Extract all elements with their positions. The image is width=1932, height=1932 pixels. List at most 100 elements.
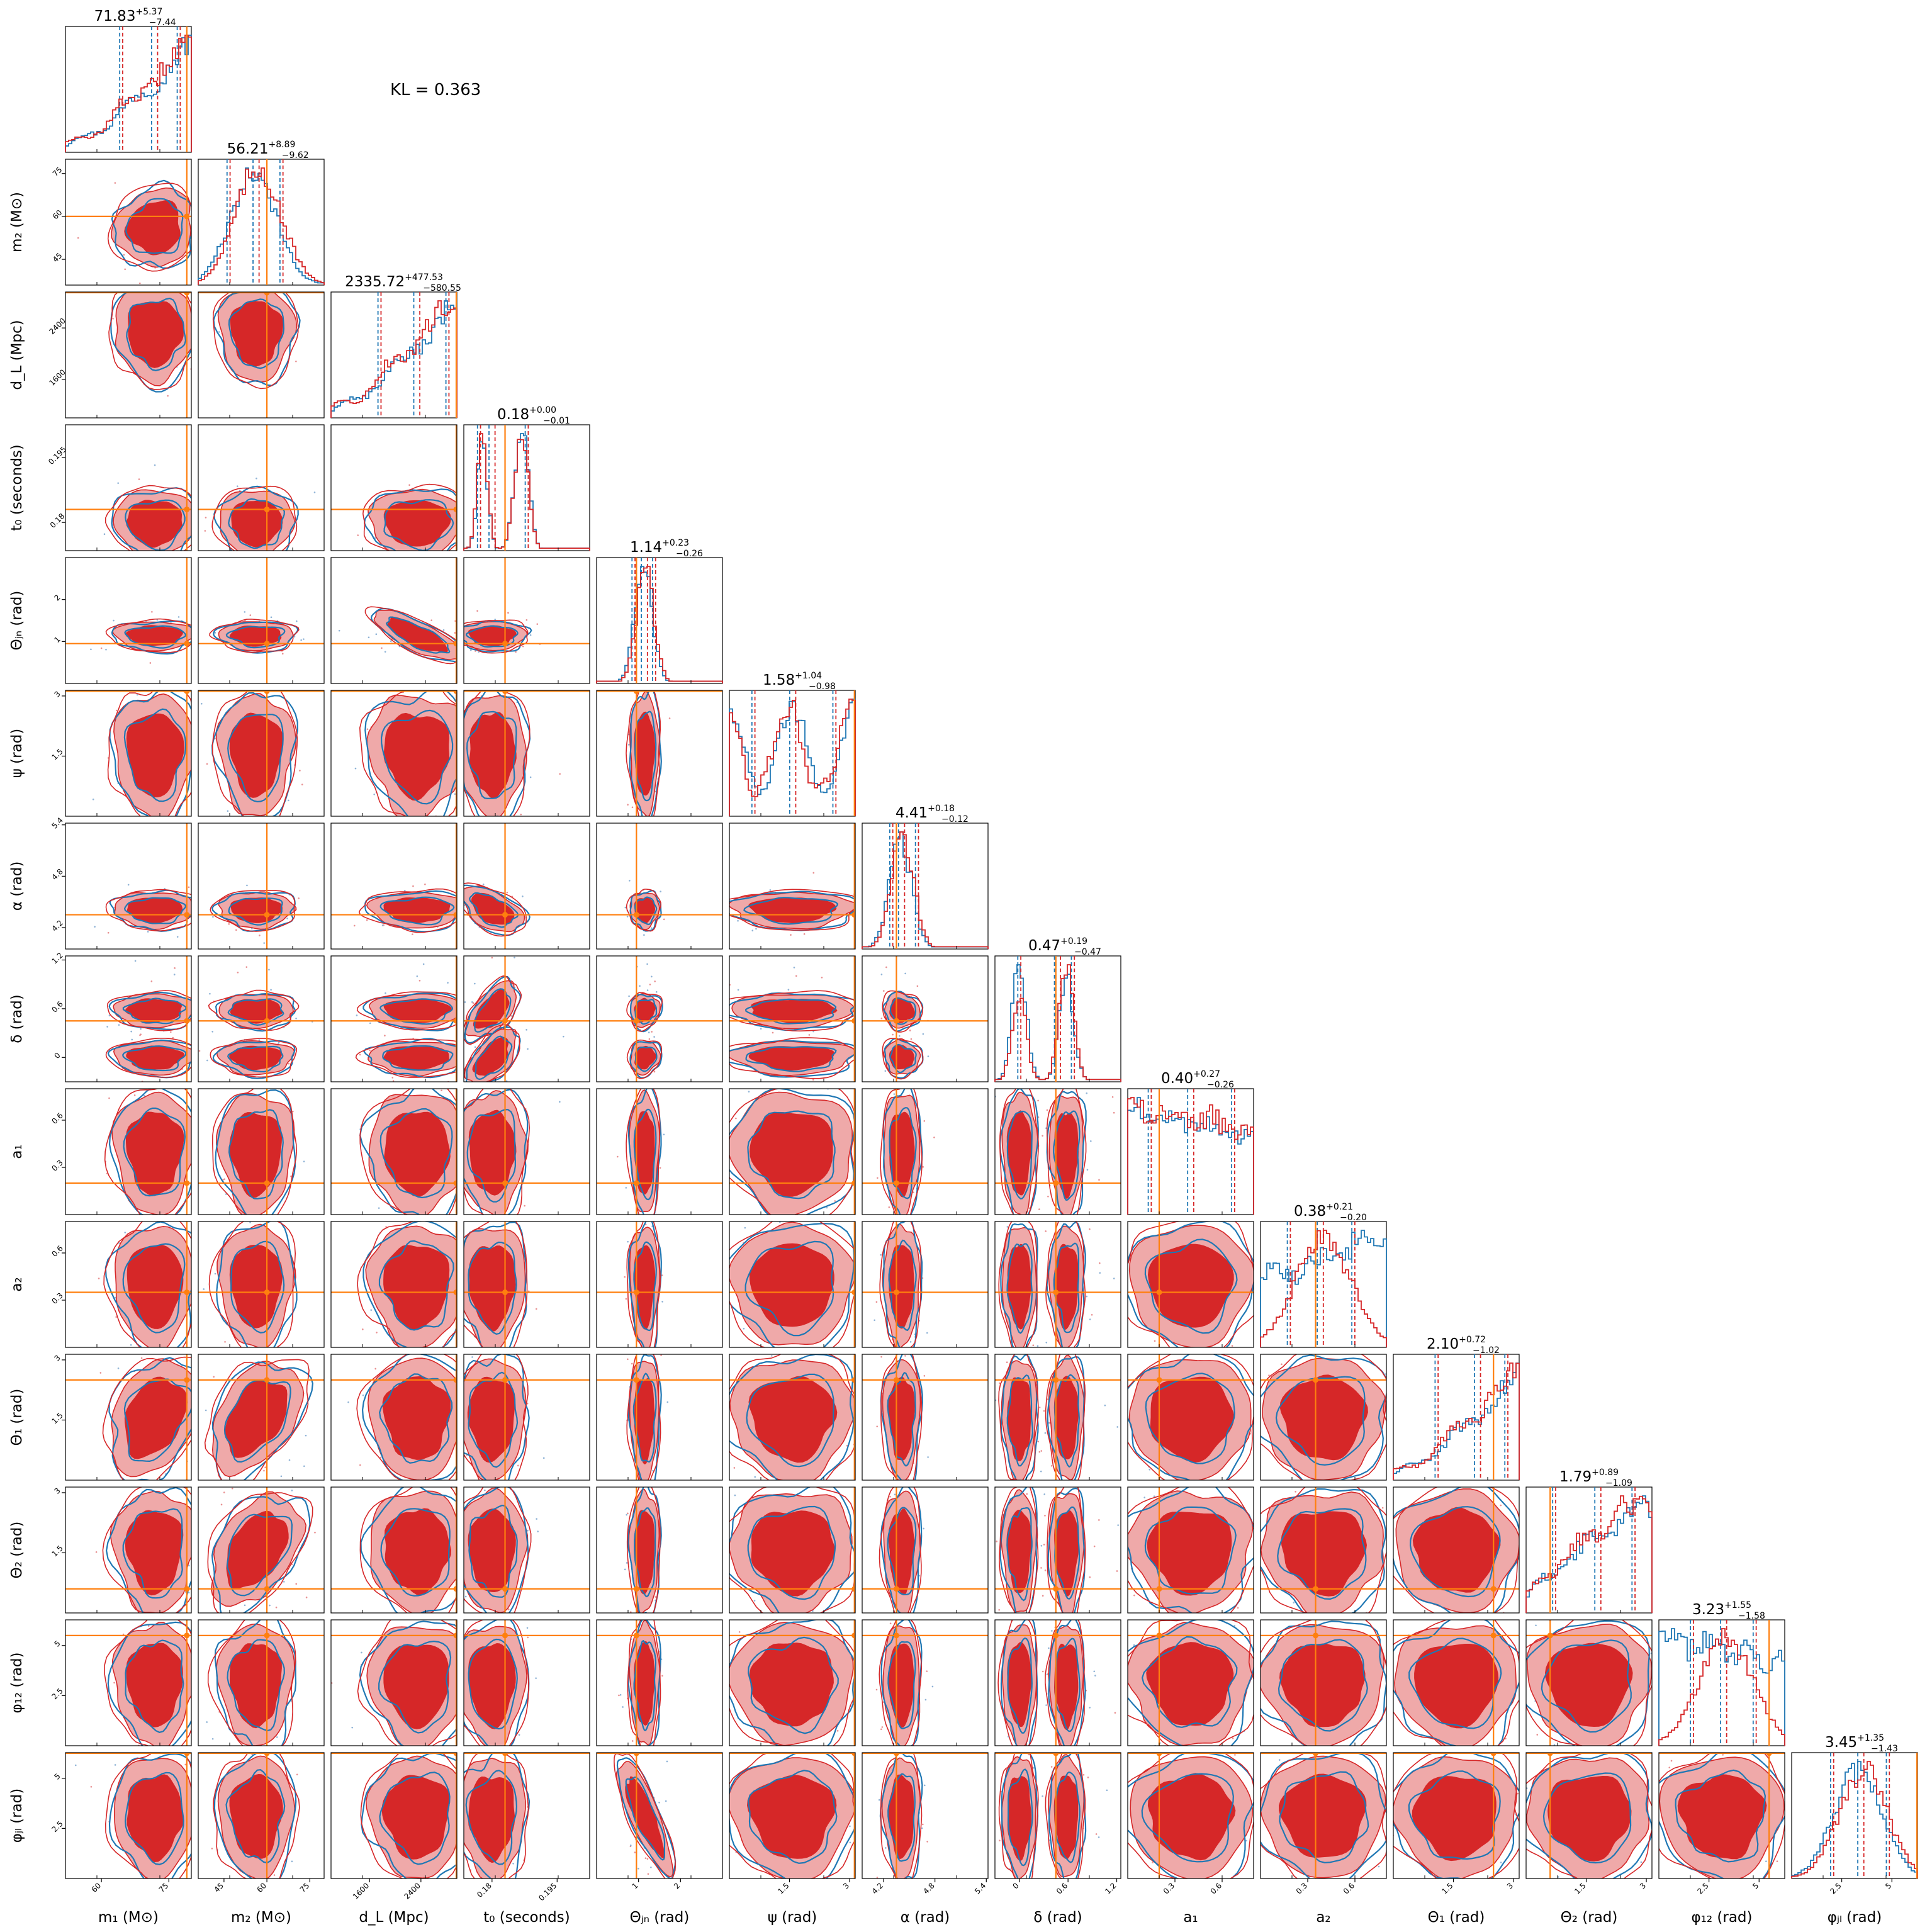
sample-point xyxy=(140,1747,142,1749)
panel-contours xyxy=(729,1620,855,1746)
hist-step-red xyxy=(1393,1362,1520,1480)
contour-red-inner xyxy=(126,1774,184,1863)
truth-marker xyxy=(264,690,270,694)
median-value: 1.14 xyxy=(630,539,662,556)
sample-point xyxy=(211,1030,213,1033)
contour-red-line xyxy=(104,485,191,551)
sample-point xyxy=(1042,1595,1044,1597)
contour-blue xyxy=(1659,1753,1785,1879)
contour-blue xyxy=(227,1639,285,1732)
median-value: 4.41 xyxy=(896,805,928,821)
truth-marker xyxy=(502,912,508,918)
panel-frame xyxy=(463,690,590,817)
upper-bound: +1.04 xyxy=(795,671,822,681)
contour-blue xyxy=(747,1505,836,1600)
sample-point xyxy=(147,931,149,933)
contour-blue xyxy=(213,485,299,551)
sample-point xyxy=(224,1341,226,1343)
contour-red-inner xyxy=(1281,1511,1368,1597)
sample-point xyxy=(272,1748,274,1749)
sample-point xyxy=(1650,1652,1652,1654)
truth-marker xyxy=(184,641,190,647)
sample-point xyxy=(1099,1262,1101,1264)
truth-marker xyxy=(184,1180,190,1186)
contour-blue xyxy=(123,1107,186,1197)
panel-phi12-vs-a1 xyxy=(1127,1619,1254,1746)
sample-point xyxy=(628,995,630,997)
sample-point xyxy=(124,268,126,271)
sample-point xyxy=(1655,1777,1657,1778)
contour-blue xyxy=(1393,1487,1519,1613)
contour-blue xyxy=(1526,1753,1652,1879)
sample-point xyxy=(726,1815,728,1817)
panel-frame xyxy=(862,1354,989,1481)
sample-point xyxy=(921,1827,923,1829)
sample-point xyxy=(654,980,656,982)
sample-point xyxy=(743,1327,745,1330)
sample-point xyxy=(172,1036,174,1039)
panel-contours xyxy=(995,1753,1121,1879)
sample-point xyxy=(291,1490,293,1491)
contour-blue xyxy=(1144,1506,1237,1595)
sample-point xyxy=(184,1763,187,1766)
sample-point xyxy=(192,747,194,749)
panel-frame xyxy=(1260,1619,1387,1746)
panel-frame xyxy=(596,1354,723,1481)
contour-red-line xyxy=(359,1089,457,1215)
sample-point xyxy=(738,1631,741,1633)
panel-contours xyxy=(862,1620,988,1746)
median-value: 0.38 xyxy=(1294,1203,1326,1220)
panel-frame xyxy=(1393,1486,1520,1614)
sample-point xyxy=(271,688,273,690)
sample-point xyxy=(727,1576,729,1578)
contour-blue xyxy=(364,890,457,933)
contour-red-inner xyxy=(383,897,451,924)
sample-point xyxy=(170,1031,172,1033)
sample-point xyxy=(305,1434,307,1437)
truth-marker xyxy=(851,1632,855,1639)
sample-point xyxy=(458,1503,459,1505)
median-value: 2335.72 xyxy=(345,274,405,290)
panel-frame xyxy=(994,1221,1121,1348)
panel-alpha-vs-theta_jn xyxy=(596,823,723,950)
sample-point xyxy=(631,1218,633,1220)
hist-dL: 2335.72+477.53−580.55 xyxy=(330,272,461,418)
sample-point xyxy=(249,1222,251,1223)
sample-point xyxy=(526,1402,529,1405)
sample-point xyxy=(996,1541,998,1542)
sample-point xyxy=(151,611,153,613)
panel-contours xyxy=(65,558,191,683)
sample-point xyxy=(431,1882,433,1884)
contour-blue xyxy=(464,690,531,816)
sample-point xyxy=(117,1368,120,1369)
sample-point xyxy=(196,1181,198,1182)
sample-point xyxy=(459,1834,461,1836)
panel-contours xyxy=(862,1487,988,1613)
contour-red-line xyxy=(882,1038,924,1080)
sample-point xyxy=(644,1857,647,1859)
upper-bound: +0.18 xyxy=(928,804,955,814)
sample-point xyxy=(884,1082,886,1084)
sample-point xyxy=(376,1332,378,1334)
sample-point xyxy=(661,1675,663,1677)
sample-point xyxy=(637,1867,639,1870)
hist-theta_jn: 1.14+0.23−0.26 xyxy=(596,538,723,684)
truth-marker xyxy=(264,1377,270,1383)
sample-point xyxy=(1390,1532,1391,1534)
panel-delta-vs-psi xyxy=(729,955,856,1082)
panel-frame xyxy=(1127,1221,1254,1348)
sample-point xyxy=(1293,1602,1295,1603)
sample-point xyxy=(472,1002,475,1004)
contour-red-line xyxy=(208,989,300,1031)
sample-point xyxy=(314,1531,316,1534)
panel-frame xyxy=(198,424,325,551)
sample-point xyxy=(1180,1352,1182,1354)
panel-contours xyxy=(597,1354,722,1480)
sample-point xyxy=(1236,1349,1238,1351)
sample-point xyxy=(1221,1485,1223,1486)
truth-marker xyxy=(1490,1586,1497,1592)
contour-red-line xyxy=(1393,1487,1519,1613)
contour-red-line xyxy=(464,1620,529,1746)
sample-point xyxy=(856,1614,858,1616)
panel-a2-vs-dL xyxy=(330,1221,458,1348)
